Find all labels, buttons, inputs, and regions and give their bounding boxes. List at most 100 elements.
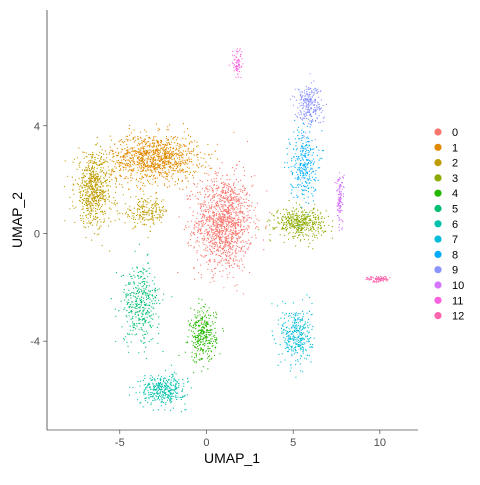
data-point (204, 153, 206, 155)
data-point (182, 388, 184, 390)
data-point (143, 289, 145, 292)
data-point (266, 225, 268, 227)
data-point (225, 238, 227, 240)
data-point (173, 384, 175, 386)
data-point (123, 158, 125, 160)
data-point (295, 202, 297, 204)
data-point (137, 211, 139, 213)
data-point (90, 184, 92, 186)
data-point (206, 311, 208, 313)
data-point (154, 205, 156, 207)
data-point (213, 178, 215, 180)
data-point (176, 165, 179, 168)
data-point (155, 217, 157, 219)
data-point (299, 228, 301, 230)
data-point (323, 230, 325, 232)
data-point (133, 270, 135, 272)
data-point (207, 190, 209, 193)
data-point (88, 160, 90, 162)
data-point (238, 216, 240, 218)
data-point (128, 289, 130, 291)
data-point (155, 207, 157, 209)
data-point (205, 323, 207, 325)
data-point (291, 326, 293, 328)
data-point (115, 167, 117, 169)
data-point (297, 339, 299, 342)
data-point (144, 185, 146, 187)
data-point (197, 342, 199, 344)
data-point (285, 230, 287, 232)
data-point (147, 144, 149, 146)
data-point (216, 201, 218, 203)
data-point (314, 221, 316, 223)
data-point (151, 215, 153, 217)
data-point (133, 163, 135, 165)
data-point (302, 319, 304, 321)
data-point (190, 245, 192, 247)
data-point (101, 195, 103, 197)
data-point (122, 142, 124, 144)
data-point (297, 223, 299, 226)
data-point (312, 223, 314, 225)
data-point (287, 346, 289, 348)
data-point (126, 303, 128, 306)
data-point (96, 144, 98, 146)
data-point (137, 167, 139, 169)
data-point (154, 276, 156, 278)
data-point (143, 389, 145, 391)
data-point (225, 192, 227, 194)
data-point (149, 386, 151, 388)
data-point (289, 213, 291, 215)
data-point (113, 155, 115, 157)
data-point (92, 195, 94, 197)
data-point (202, 216, 204, 218)
data-point (137, 164, 139, 166)
data-point (81, 187, 83, 189)
data-point (134, 324, 136, 326)
data-point (149, 152, 151, 154)
data-point (168, 157, 171, 159)
data-point (127, 208, 129, 210)
data-point (131, 169, 133, 171)
data-point (145, 330, 147, 332)
data-point (195, 317, 197, 319)
data-point (127, 299, 129, 301)
data-point (177, 164, 179, 166)
data-point (245, 198, 247, 200)
data-point (161, 169, 163, 171)
data-point (143, 342, 145, 344)
data-point (281, 226, 284, 228)
data-point (192, 164, 194, 166)
data-point (145, 224, 147, 226)
data-point (151, 170, 153, 172)
data-point (190, 150, 192, 152)
data-point (224, 249, 226, 251)
data-point (303, 337, 305, 339)
data-point (172, 376, 174, 378)
data-point (236, 264, 238, 266)
data-point (309, 211, 311, 213)
data-point (173, 377, 175, 379)
data-point (232, 267, 234, 269)
data-point (244, 189, 246, 191)
data-point (151, 303, 154, 305)
data-point (201, 299, 203, 301)
data-point (104, 173, 106, 175)
data-point (203, 200, 205, 202)
data-point (199, 343, 201, 345)
data-point (213, 225, 215, 227)
data-point (202, 215, 204, 217)
data-point (193, 342, 195, 344)
data-point (100, 167, 102, 169)
data-point (201, 310, 203, 312)
data-point (153, 174, 155, 176)
data-point (124, 177, 127, 179)
data-point (144, 214, 146, 216)
data-point (208, 221, 210, 223)
data-point (211, 357, 213, 359)
data-point (100, 180, 102, 182)
data-point (206, 323, 208, 325)
data-point (87, 226, 89, 228)
data-point (293, 215, 295, 217)
